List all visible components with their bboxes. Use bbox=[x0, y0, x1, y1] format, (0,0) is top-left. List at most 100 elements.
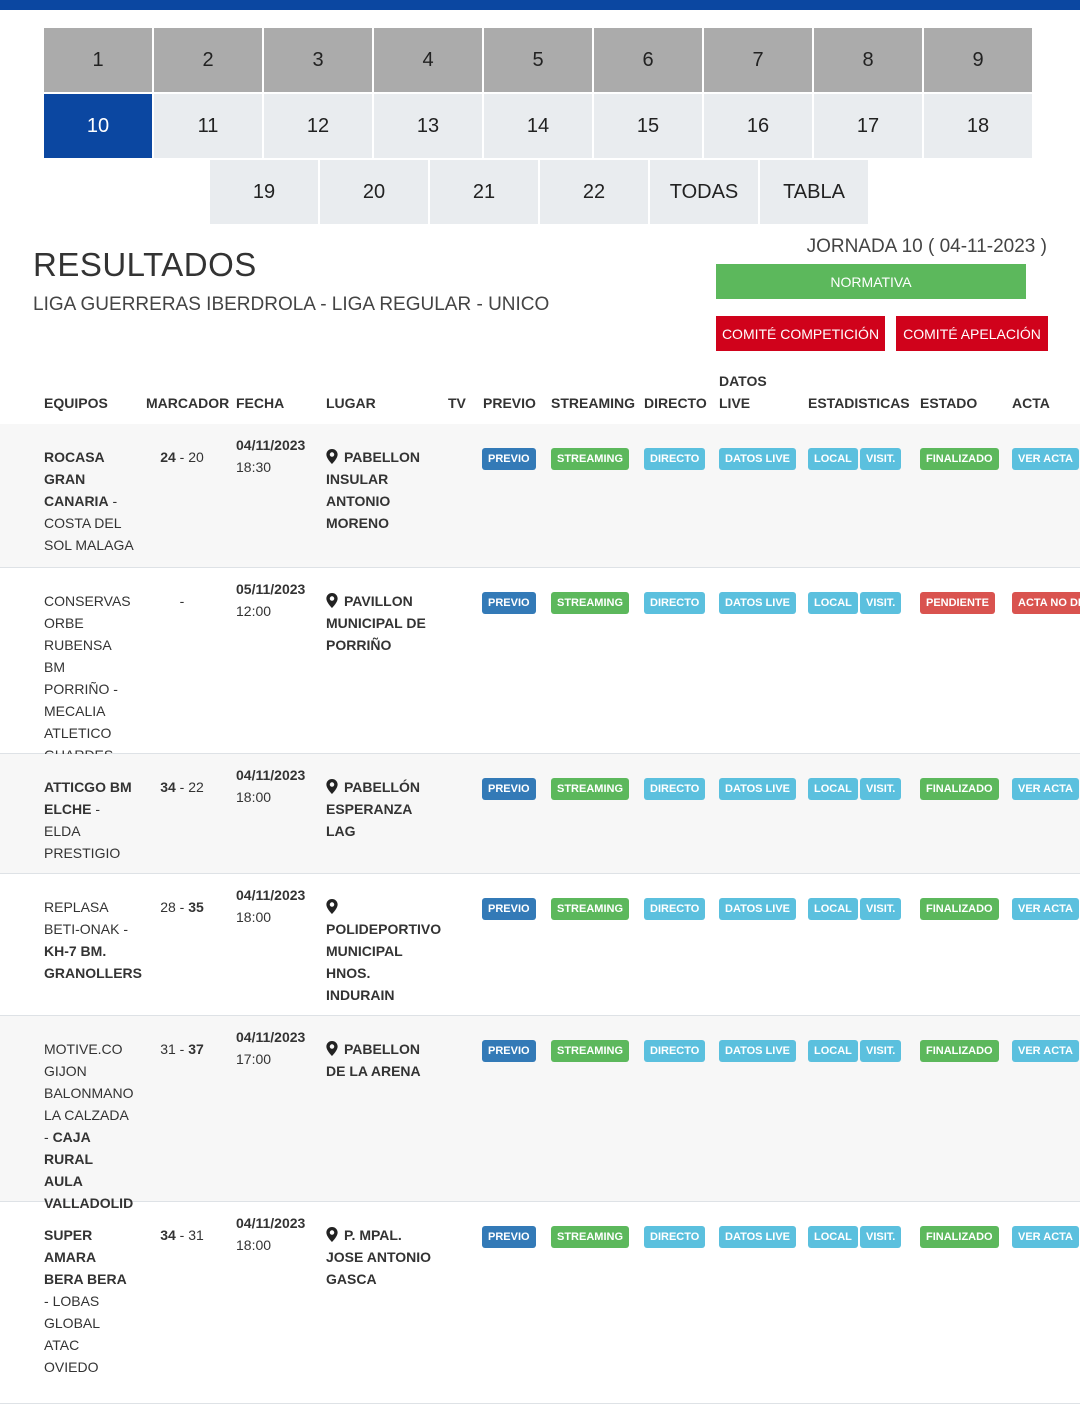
datos-live-button[interactable]: DATOS LIVE bbox=[719, 448, 796, 470]
match-venue: PAVILLON MUNICIPAL DE PORRIÑO bbox=[326, 590, 436, 656]
jornada-button[interactable]: 18 bbox=[924, 94, 1032, 158]
datos-live-button[interactable]: DATOS LIVE bbox=[719, 1040, 796, 1062]
datos-live-button[interactable]: DATOS LIVE bbox=[719, 592, 796, 614]
comite-apelacion-button[interactable]: COMITÉ APELACIÓN bbox=[896, 316, 1048, 351]
streaming-button[interactable]: STREAMING bbox=[551, 1226, 629, 1248]
previo-button[interactable]: PREVIO bbox=[482, 778, 536, 800]
status-badge[interactable]: FINALIZADO bbox=[920, 448, 999, 470]
home-team: ATTICGO BM ELCHE bbox=[44, 779, 132, 817]
home-score: 24 bbox=[160, 449, 176, 465]
match-datetime: 05/11/2023 12:00 bbox=[236, 578, 321, 622]
previo-button[interactable]: PREVIO bbox=[482, 898, 536, 920]
status-badge[interactable]: PENDIENTE bbox=[920, 592, 995, 614]
streaming-button[interactable]: STREAMING bbox=[551, 592, 629, 614]
todas-button[interactable]: TODAS bbox=[650, 160, 758, 224]
directo-button[interactable]: DIRECTO bbox=[644, 898, 706, 920]
header-acta: ACTA bbox=[1012, 395, 1050, 411]
stats-local-button[interactable]: LOCAL bbox=[808, 1040, 858, 1062]
datos-live-button[interactable]: DATOS LIVE bbox=[719, 1226, 796, 1248]
streaming-button[interactable]: STREAMING bbox=[551, 778, 629, 800]
previo-button[interactable]: PREVIO bbox=[482, 1226, 536, 1248]
jornada-button[interactable]: 8 bbox=[814, 28, 922, 92]
match-teams: SUPER AMARA BERA BERA - LOBAS GLOBAL ATA… bbox=[44, 1224, 134, 1378]
previo-button[interactable]: PREVIO bbox=[482, 448, 536, 470]
jornada-button[interactable]: 2 bbox=[154, 28, 262, 92]
acta-button[interactable]: VER ACTA bbox=[1012, 778, 1079, 800]
match-venue: PABELLON DE LA ARENA bbox=[326, 1038, 436, 1082]
jornada-row-3: 19 20 21 22 TODAS TABLA bbox=[44, 160, 1036, 224]
jornada-button[interactable]: 9 bbox=[924, 28, 1032, 92]
location-pin-icon bbox=[326, 778, 338, 794]
directo-button[interactable]: DIRECTO bbox=[644, 1226, 706, 1248]
jornada-button[interactable]: 22 bbox=[540, 160, 648, 224]
acta-button[interactable]: VER ACTA bbox=[1012, 1226, 1079, 1248]
jornada-button[interactable]: 14 bbox=[484, 94, 592, 158]
directo-button[interactable]: DIRECTO bbox=[644, 778, 706, 800]
stats-visit-button[interactable]: VISIT. bbox=[860, 1226, 902, 1248]
datos-live-button[interactable]: DATOS LIVE bbox=[719, 778, 796, 800]
team-separator: - bbox=[44, 1293, 53, 1309]
jornada-button[interactable]: 13 bbox=[374, 94, 482, 158]
match-teams: ROCASA GRAN CANARIA - COSTA DEL SOL MALA… bbox=[44, 446, 134, 556]
jornada-button[interactable]: 17 bbox=[814, 94, 922, 158]
jornada-button[interactable]: 5 bbox=[484, 28, 592, 92]
stats-visit-button[interactable]: VISIT. bbox=[860, 778, 902, 800]
status-badge[interactable]: FINALIZADO bbox=[920, 1040, 999, 1062]
jornada-button[interactable]: 1 bbox=[44, 28, 152, 92]
jornada-button[interactable]: 11 bbox=[154, 94, 262, 158]
streaming-button[interactable]: STREAMING bbox=[551, 898, 629, 920]
header-marcador: MARCADOR bbox=[146, 395, 230, 411]
directo-button[interactable]: DIRECTO bbox=[644, 1040, 706, 1062]
jornada-button-active[interactable]: 10 bbox=[44, 94, 152, 158]
jornada-button[interactable]: 3 bbox=[264, 28, 372, 92]
stats-local-button[interactable]: LOCAL bbox=[808, 448, 858, 470]
status-badge[interactable]: FINALIZADO bbox=[920, 1226, 999, 1248]
stats-visit-button[interactable]: VISIT. bbox=[860, 1040, 902, 1062]
directo-button[interactable]: DIRECTO bbox=[644, 448, 706, 470]
jornada-button[interactable]: 21 bbox=[430, 160, 538, 224]
stats-visit-button[interactable]: VISIT. bbox=[860, 448, 902, 470]
jornada-button[interactable]: 12 bbox=[264, 94, 372, 158]
team-separator: - bbox=[44, 1129, 53, 1145]
jornada-button[interactable]: 6 bbox=[594, 28, 702, 92]
match-venue: POLIDEPORTIVO MUNICIPAL HNOS. INDURAIN bbox=[326, 896, 441, 1006]
streaming-button[interactable]: STREAMING bbox=[551, 448, 629, 470]
stats-local-button[interactable]: LOCAL bbox=[808, 1226, 858, 1248]
acta-button[interactable]: VER ACTA bbox=[1012, 1040, 1079, 1062]
home-score: 28 bbox=[160, 899, 176, 915]
venue-name: PABELLON DE LA ARENA bbox=[326, 1041, 421, 1079]
stats-local-button[interactable]: LOCAL bbox=[808, 592, 858, 614]
home-score: 34 bbox=[160, 1227, 176, 1243]
stats-visit-button[interactable]: VISIT. bbox=[860, 592, 902, 614]
stats-visit-button[interactable]: VISIT. bbox=[860, 898, 902, 920]
acta-button[interactable]: VER ACTA bbox=[1012, 448, 1079, 470]
jornada-button[interactable]: 16 bbox=[704, 94, 812, 158]
status-badge[interactable]: FINALIZADO bbox=[920, 898, 999, 920]
jornada-button[interactable]: 4 bbox=[374, 28, 482, 92]
tabla-button[interactable]: TABLA bbox=[760, 160, 868, 224]
status-badge[interactable]: FINALIZADO bbox=[920, 778, 999, 800]
stats-local-button[interactable]: LOCAL bbox=[808, 898, 858, 920]
jornada-button[interactable]: 19 bbox=[210, 160, 318, 224]
stats-local-button[interactable]: LOCAL bbox=[808, 778, 858, 800]
comite-competicion-button[interactable]: COMITÉ COMPETICIÓN bbox=[716, 316, 885, 351]
header-estado: ESTADO bbox=[920, 395, 978, 411]
datos-live-button[interactable]: DATOS LIVE bbox=[719, 898, 796, 920]
match-date: 04/11/2023 bbox=[236, 1029, 306, 1045]
directo-button[interactable]: DIRECTO bbox=[644, 592, 706, 614]
jornada-button[interactable]: 7 bbox=[704, 28, 812, 92]
streaming-button[interactable]: STREAMING bbox=[551, 1040, 629, 1062]
table-row: SUPER AMARA BERA BERA - LOBAS GLOBAL ATA… bbox=[0, 1202, 1080, 1404]
match-date: 05/11/2023 bbox=[236, 581, 306, 597]
normativa-button[interactable]: NORMATIVA bbox=[716, 264, 1026, 299]
header-lugar: LUGAR bbox=[326, 395, 376, 411]
previo-button[interactable]: PREVIO bbox=[482, 1040, 536, 1062]
jornada-button[interactable]: 15 bbox=[594, 94, 702, 158]
previo-button[interactable]: PREVIO bbox=[482, 592, 536, 614]
acta-button[interactable]: VER ACTA bbox=[1012, 898, 1079, 920]
jornada-row-1: 1 2 3 4 5 6 7 8 9 bbox=[44, 28, 1036, 92]
header-directo: DIRECTO bbox=[644, 395, 707, 411]
match-score: 28 - 35 bbox=[146, 896, 218, 918]
jornada-button[interactable]: 20 bbox=[320, 160, 428, 224]
acta-button[interactable]: ACTA NO DIS bbox=[1012, 592, 1080, 614]
